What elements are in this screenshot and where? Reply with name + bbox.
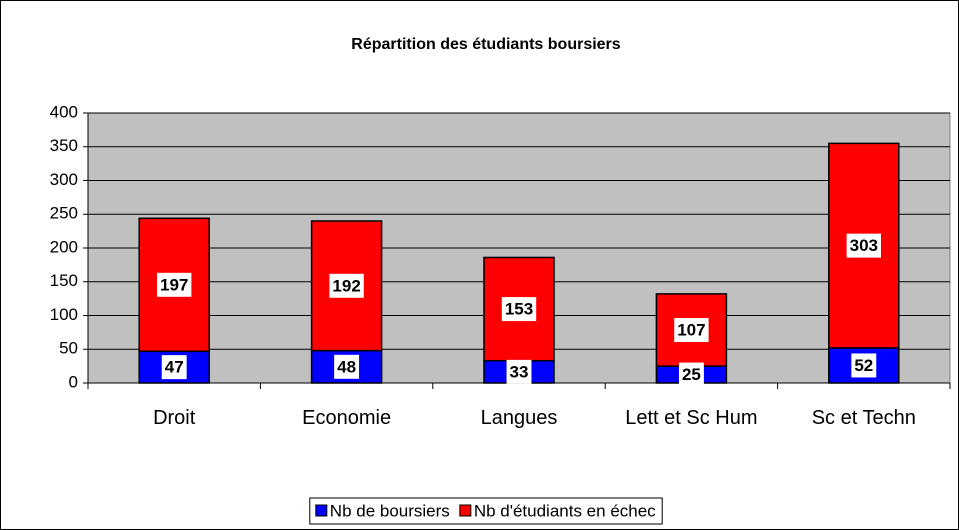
data-label: 52 xyxy=(854,356,873,375)
data-label: 33 xyxy=(510,362,529,381)
data-label: 303 xyxy=(850,236,878,255)
legend-label: Nb d'étudiants en échec xyxy=(474,501,656,520)
y-tick-label: 150 xyxy=(50,271,78,290)
data-label: 25 xyxy=(682,365,701,384)
data-label-bg xyxy=(329,273,364,298)
data-label: 107 xyxy=(677,320,705,339)
data-label-bg xyxy=(501,297,537,322)
y-tick-label: 50 xyxy=(59,339,78,358)
data-label-bg xyxy=(846,233,881,258)
y-tick-label: 300 xyxy=(50,170,78,189)
y-tick-label: 400 xyxy=(50,102,78,121)
data-label: 197 xyxy=(160,275,188,294)
data-label-bg xyxy=(157,272,192,297)
data-label-bg xyxy=(674,318,709,343)
data-label: 48 xyxy=(337,357,356,376)
data-label-bg xyxy=(506,359,532,384)
data-label-bg xyxy=(851,353,877,378)
legend-box xyxy=(309,497,663,525)
x-tick-label: Sc et Techn xyxy=(811,407,916,429)
x-tick-label: Droit xyxy=(153,407,196,429)
y-tick-label: 200 xyxy=(50,237,78,256)
data-label-bg xyxy=(678,362,704,387)
x-tick-label: Economie xyxy=(302,407,392,429)
data-label-bg xyxy=(161,355,187,380)
y-tick-label: 100 xyxy=(50,305,78,324)
y-tick-label: 350 xyxy=(50,136,78,155)
x-tick-label: Lett et Sc Hum xyxy=(625,407,758,429)
data-label-bg xyxy=(334,354,360,379)
data-label: 153 xyxy=(505,300,533,319)
data-label: 192 xyxy=(332,276,360,295)
x-tick-label: Langues xyxy=(480,407,558,429)
legend-swatch xyxy=(459,504,472,517)
legend-label: Nb de boursiers xyxy=(330,501,450,520)
legend-swatch xyxy=(315,504,328,517)
y-tick-label: 250 xyxy=(50,204,78,223)
y-tick-label: 0 xyxy=(69,372,78,391)
data-label: 47 xyxy=(165,358,184,377)
chart-title: Répartition des étudiants boursiers xyxy=(351,36,620,53)
